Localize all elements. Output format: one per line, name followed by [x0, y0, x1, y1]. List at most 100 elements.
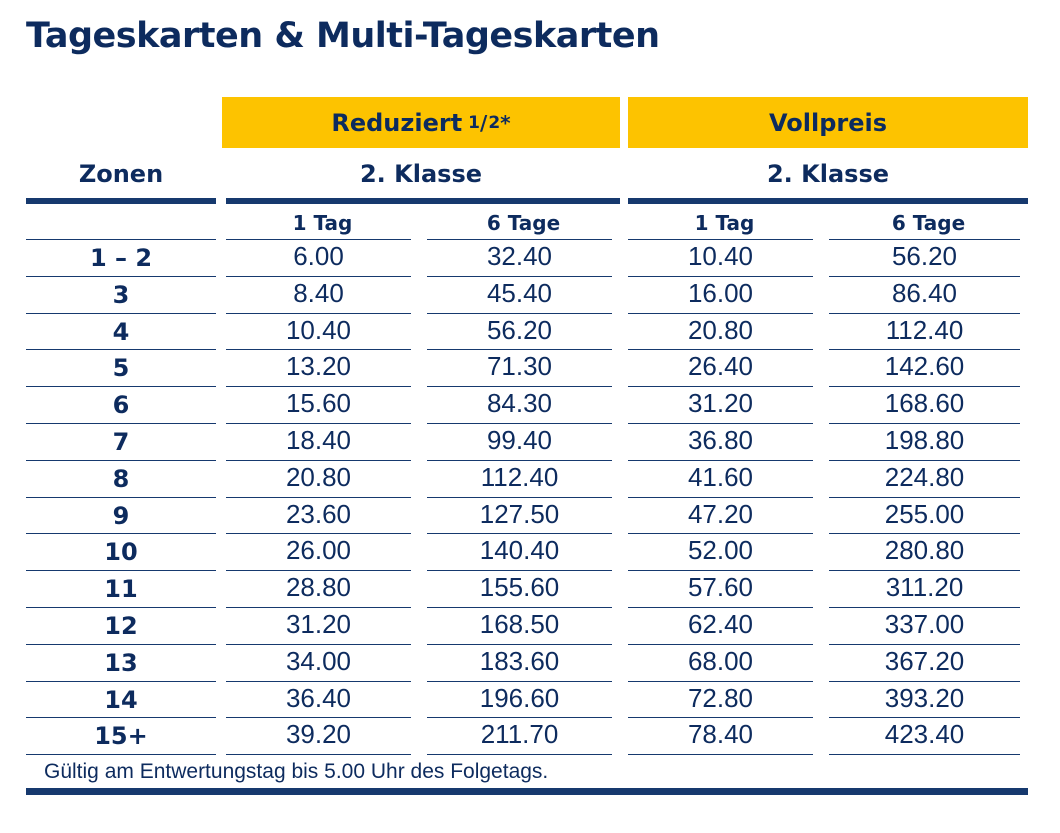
row-rule [26, 423, 216, 424]
price-cell: 56.20 [891, 241, 958, 271]
row-rule [628, 497, 813, 498]
zone-label: 5 [112, 354, 130, 382]
row-rule [26, 276, 216, 277]
row-rule [829, 607, 1020, 608]
row-rule [226, 644, 411, 645]
row-rule [427, 386, 612, 387]
price-cell: 28.80 [285, 572, 352, 602]
row-rule [26, 570, 216, 571]
price-cell: 31.20 [285, 609, 352, 639]
row-rule [829, 717, 1020, 718]
price-cell: 62.40 [687, 609, 754, 639]
price-cell: 36.80 [687, 425, 754, 455]
row-rule [226, 497, 411, 498]
row-rule [628, 276, 813, 277]
header-full: Vollpreis [628, 97, 1028, 148]
row-rule [628, 681, 813, 682]
price-cell: 41.60 [687, 462, 754, 492]
row-rule [226, 717, 411, 718]
row-rule [226, 460, 411, 461]
price-cell: 255.00 [884, 499, 965, 529]
row-rule [226, 313, 411, 314]
row-rule [26, 717, 216, 718]
page-title: Tageskarten & Multi-Tageskarten [26, 16, 660, 56]
zone-label: 1 – 2 [89, 244, 153, 272]
zone-label: 3 [112, 281, 130, 309]
row-rule [628, 423, 813, 424]
row-rule [628, 460, 813, 461]
row-rule [427, 644, 612, 645]
price-cell: 337.00 [884, 609, 965, 639]
row-rule [427, 754, 612, 755]
price-cell: 39.20 [285, 719, 352, 749]
zone-label: 4 [112, 318, 130, 346]
price-cell: 112.40 [480, 462, 559, 492]
zone-label: 6 [112, 391, 130, 419]
row-rule [829, 276, 1020, 277]
price-cell: 45.40 [486, 278, 553, 308]
row-rule [628, 533, 813, 534]
zone-label: 11 [104, 575, 138, 603]
row-rule [829, 533, 1020, 534]
row-rule [26, 607, 216, 608]
price-cell: 56.20 [486, 315, 553, 345]
price-cell: 367.20 [884, 646, 965, 676]
bottom-rule [26, 788, 1028, 795]
row-rule [829, 681, 1020, 682]
footnote: Gültig am Entwertungstag bis 5.00 Uhr de… [44, 760, 549, 783]
row-rule [628, 313, 813, 314]
zone-label: 13 [104, 649, 138, 677]
price-cell: 26.40 [687, 351, 754, 381]
row-rule [427, 349, 612, 350]
price-cell: 393.20 [884, 683, 965, 713]
row-rule [226, 754, 411, 755]
price-cell: 13.20 [285, 351, 352, 381]
row-rule [829, 570, 1020, 571]
row-rule [628, 570, 813, 571]
header-reduced-label: Reduziert [331, 108, 463, 137]
row-rule [628, 349, 813, 350]
row-rule [26, 349, 216, 350]
row-rule [226, 239, 411, 240]
row-rule [226, 570, 411, 571]
price-cell: 10.40 [285, 315, 352, 345]
price-cell: 196.60 [479, 683, 560, 713]
row-rule [26, 239, 216, 240]
row-rule [26, 313, 216, 314]
row-rule [26, 754, 216, 755]
price-cell: 8.40 [293, 278, 344, 308]
row-rule [628, 386, 813, 387]
header-reduced: Reduziert 1/2 * [222, 97, 620, 148]
price-cell: 71.30 [486, 351, 553, 381]
price-cell: 47.20 [687, 499, 754, 529]
row-rule [26, 497, 216, 498]
price-cell: 26.00 [285, 535, 352, 565]
row-rule [427, 607, 612, 608]
price-cell: 224.80 [884, 462, 965, 492]
price-cell: 6.00 [293, 241, 344, 271]
row-rule [628, 607, 813, 608]
col-header-4: 6 Tage [891, 211, 966, 235]
price-cell: 15.60 [285, 388, 352, 418]
col-header-1: 1 Tag [292, 211, 353, 235]
price-cell: 57.60 [687, 572, 754, 602]
price-cell: 423.40 [884, 719, 965, 749]
price-cell: 18.40 [285, 425, 352, 455]
price-cell: 112.40 [885, 315, 964, 345]
price-cell: 16.00 [687, 278, 754, 308]
row-rule [226, 276, 411, 277]
price-cell: 168.50 [479, 609, 560, 639]
row-rule [427, 313, 612, 314]
row-rule [226, 386, 411, 387]
row-rule [427, 276, 612, 277]
price-cell: 32.40 [486, 241, 553, 271]
row-rule [829, 460, 1020, 461]
price-cell: 20.80 [687, 315, 754, 345]
price-cell: 36.40 [285, 683, 352, 713]
row-rule [829, 313, 1020, 314]
header-rule-reduced [226, 198, 620, 204]
header-rule-full [628, 198, 1028, 204]
zone-label: 10 [104, 538, 138, 566]
zone-label: 15+ [94, 722, 148, 750]
price-cell: 280.80 [884, 535, 965, 565]
